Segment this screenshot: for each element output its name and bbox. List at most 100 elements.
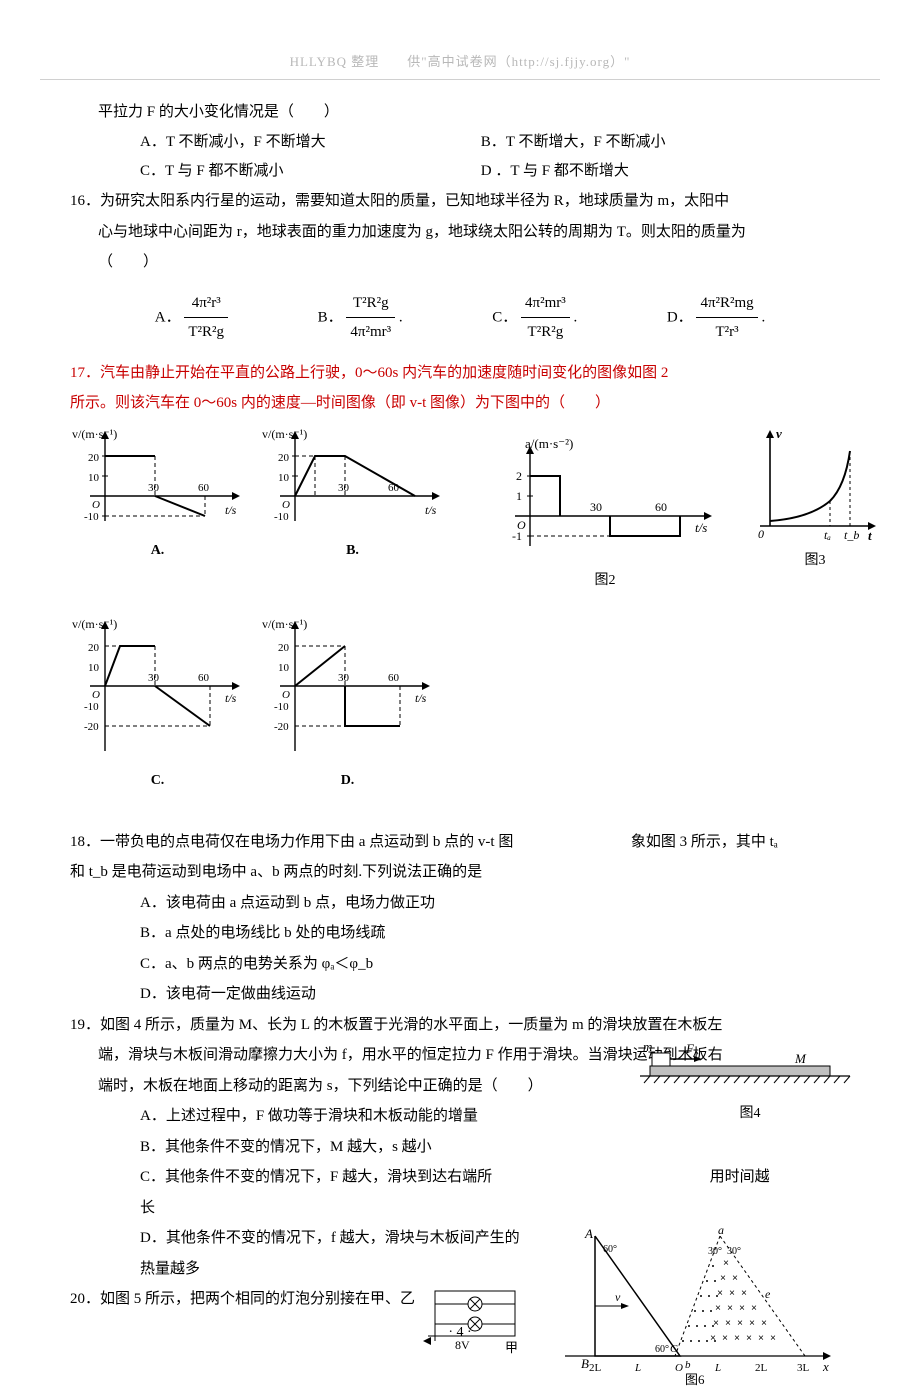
svg-text:60°: 60° bbox=[655, 1344, 669, 1355]
svg-text:20: 20 bbox=[278, 642, 290, 654]
chart-C: v/(m·s⁻¹) 20 10 O -10 -20 30 60 t/s bbox=[70, 616, 245, 795]
svg-text:× × × ×: × × × × bbox=[715, 1304, 757, 1315]
chart-D: v/(m·s⁻¹) 20 10 O -10 -20 30 60 t/s bbox=[260, 616, 435, 795]
svg-text:10: 10 bbox=[88, 662, 100, 674]
q19-stem1: 19．如图 4 所示，质量为 M、长为 L 的木板置于光滑的水平面上，一质量为 … bbox=[70, 1011, 850, 1040]
q18-optB: B．a 点处的电场线比 b 处的电场线疏 bbox=[70, 919, 850, 948]
svg-text:O: O bbox=[282, 689, 290, 701]
q17-stem1: 17．汽车由静止开始在平直的公路上行驶，0～60s 内汽车的加速度随时间变化的图… bbox=[70, 359, 850, 388]
svg-text:60: 60 bbox=[388, 672, 400, 684]
q17-stem2: 所示。则该汽车在 0～60s 内的速度—时间图像（即 v-t 图像）为下图中的（… bbox=[70, 389, 850, 418]
fig6: x A B 60° 60° v a e C b 30° 30° ×× × × ×… bbox=[555, 1226, 835, 1396]
svg-text:-10: -10 bbox=[274, 701, 289, 713]
svg-text:x: x bbox=[822, 1359, 829, 1374]
svg-text:60°: 60° bbox=[603, 1244, 617, 1255]
svg-text:b: b bbox=[685, 1359, 691, 1371]
svg-text:t/s: t/s bbox=[225, 503, 237, 517]
svg-text:v: v bbox=[615, 1290, 621, 1304]
q15-options: A．T 不断减小，F 不断增大 B．T 不断增大，F 不断减小 C．T 与 F … bbox=[70, 128, 850, 185]
svg-text:t/s: t/s bbox=[225, 691, 237, 705]
q19-optC-tail: 用时间越 bbox=[710, 1169, 770, 1185]
svg-text:60: 60 bbox=[198, 482, 210, 494]
svg-text:O: O bbox=[92, 689, 100, 701]
chart-B: v/(m·s⁻¹) 20 10 O -10 30 60 t/s B. bbox=[260, 426, 445, 565]
svg-text:× × ×: × × × bbox=[717, 1289, 747, 1300]
svg-text:a: a bbox=[718, 1226, 724, 1237]
q16-optC: C． 4π²mr³T²R²g . bbox=[492, 289, 577, 347]
svg-text:v/(m·s⁻¹): v/(m·s⁻¹) bbox=[262, 617, 307, 631]
svg-text:20: 20 bbox=[278, 452, 290, 464]
svg-text:t/s: t/s bbox=[425, 503, 437, 517]
q16-stem1: 16．为研究太阳系内行星的运动，需要知道太阳的质量，已知地球半径为 R，地球质量… bbox=[70, 187, 850, 216]
fig3-caption: 图3 bbox=[750, 548, 880, 575]
q15-tail-line: 平拉力 F 的大小变化情况是（ ） bbox=[70, 98, 850, 127]
svg-text:v/(m·s⁻¹): v/(m·s⁻¹) bbox=[72, 617, 117, 631]
svg-text:× × × × ×: × × × × × bbox=[713, 1319, 767, 1330]
svg-text:M: M bbox=[794, 1051, 807, 1066]
fig4: m F M bbox=[640, 1041, 860, 1128]
q17-charts: v/(m·s⁻¹) 20 10 O -10 30 60 t/s A. bbox=[70, 426, 850, 826]
svg-text:2L: 2L bbox=[589, 1362, 602, 1374]
svg-text:e: e bbox=[765, 1287, 771, 1301]
page-header: HLLYBQ 整理 供"高中试卷网（http://sj.fjjy.org）" bbox=[70, 50, 850, 80]
svg-text:30: 30 bbox=[590, 500, 602, 514]
q15-optA: A．T 不断减小，F 不断增大 bbox=[140, 128, 481, 157]
svg-text:2: 2 bbox=[516, 469, 522, 483]
q15-optB: B．T 不断增大，F 不断减小 bbox=[481, 128, 822, 157]
svg-text:20: 20 bbox=[88, 452, 100, 464]
fig2: a/(m·s⁻²) 2 1 O -1 30 60 t/s 图2 bbox=[490, 436, 720, 595]
svg-text:m: m bbox=[643, 1041, 652, 1054]
fig5: 8V 甲 bbox=[420, 1286, 530, 1367]
svg-text:v/(m·s⁻¹): v/(m·s⁻¹) bbox=[262, 427, 307, 441]
q18-optC: C．a、b 两点的电势关系为 φₐ＜φ_b bbox=[70, 950, 850, 979]
svg-text:-20: -20 bbox=[274, 721, 289, 733]
q19-optC-row: C．其他条件不变的情况下，F 越大，滑块到达右端所 用时间越 bbox=[70, 1163, 850, 1192]
q18-stem1: 18．一带负电的点电荷仅在电场力作用下由 a 点运动到 b 点的 v-t 图 象… bbox=[70, 828, 850, 857]
svg-text:-10: -10 bbox=[274, 511, 289, 523]
svg-text:20: 20 bbox=[88, 642, 100, 654]
svg-text:1: 1 bbox=[516, 489, 522, 503]
q19-optC-cont: 长 bbox=[70, 1194, 850, 1223]
svg-text:a/(m·s⁻²): a/(m·s⁻²) bbox=[525, 436, 573, 451]
chartC-label: C. bbox=[70, 768, 245, 795]
svg-text:L: L bbox=[634, 1362, 641, 1374]
q15-optC: C．T 与 F 都不断减小 bbox=[140, 157, 481, 186]
svg-text:30: 30 bbox=[148, 672, 160, 684]
q16D-num: 4π²R²mg bbox=[696, 289, 757, 319]
svg-text:30°: 30° bbox=[708, 1246, 722, 1257]
svg-text:tₐ: tₐ bbox=[824, 528, 831, 542]
header-text: HLLYBQ 整理 供"高中试卷网（http://sj.fjjy.org）" bbox=[290, 54, 631, 69]
q18-optA: A．该电荷由 a 点运动到 b 点，电场力做正功 bbox=[70, 889, 850, 918]
chartA-label: A. bbox=[70, 538, 245, 565]
svg-text:3L: 3L bbox=[797, 1362, 810, 1374]
q18-stem2: 和 t_b 是电荷运动到电场中 a、b 两点的时刻.下列说法正确的是 bbox=[70, 858, 850, 887]
svg-text:10: 10 bbox=[278, 472, 290, 484]
svg-text:C: C bbox=[670, 1343, 678, 1355]
q16A-num: 4π²r³ bbox=[184, 289, 228, 319]
svg-text:-10: -10 bbox=[84, 701, 99, 713]
svg-text:-10: -10 bbox=[84, 511, 99, 523]
chartA-ylabel: v/(m·s⁻¹) bbox=[72, 427, 117, 441]
q18-optD: D．该电荷一定做曲线运动 bbox=[70, 980, 850, 1009]
header-divider bbox=[40, 79, 880, 80]
q15-optD: D ．T 与 F 都不断增大 bbox=[481, 157, 822, 186]
svg-text:30: 30 bbox=[338, 482, 350, 494]
q16A-den: T²R²g bbox=[184, 318, 228, 347]
svg-text:t_b: t_b bbox=[844, 528, 859, 542]
svg-text:L: L bbox=[714, 1362, 721, 1374]
svg-text:10: 10 bbox=[278, 662, 290, 674]
svg-text:10: 10 bbox=[88, 472, 100, 484]
chartD-label: D. bbox=[260, 768, 435, 795]
q18-stem1b: 象如图 3 所示，其中 tₐ bbox=[631, 834, 778, 850]
svg-text:图6: 图6 bbox=[685, 1372, 705, 1386]
q16-options: A． 4π²r³T²R²g B． T²R²g4π²mr³ . C． 4π²mr³… bbox=[70, 279, 850, 357]
q16B-num: T²R²g bbox=[346, 289, 395, 319]
svg-text:F: F bbox=[685, 1041, 695, 1056]
q16-optA: A． 4π²r³T²R²g bbox=[155, 289, 228, 347]
svg-text:t: t bbox=[868, 528, 872, 543]
q16-optB: B． T²R²g4π²mr³ . bbox=[318, 289, 403, 347]
q18-stem1a: 18．一带负电的点电荷仅在电场力作用下由 a 点运动到 b 点的 v-t 图 bbox=[70, 834, 513, 850]
fig2-caption: 图2 bbox=[490, 568, 720, 595]
svg-text:-1: -1 bbox=[512, 529, 522, 543]
fig4-caption: 图4 bbox=[640, 1101, 860, 1128]
